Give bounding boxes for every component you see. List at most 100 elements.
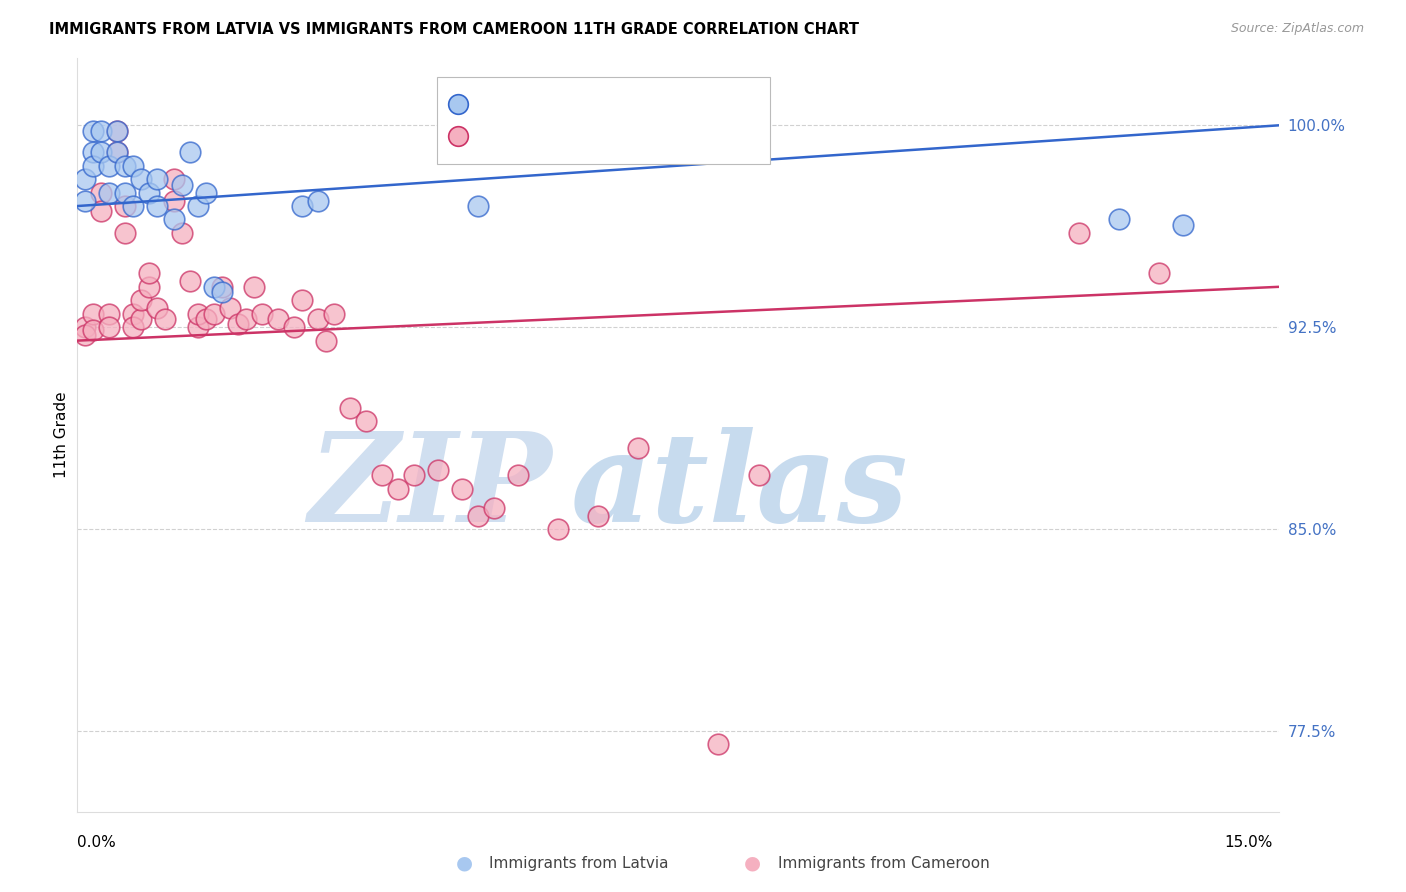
Point bbox=[588, 508, 610, 523]
Point bbox=[1069, 226, 1091, 240]
Point bbox=[387, 482, 409, 496]
Point bbox=[82, 323, 104, 337]
Point bbox=[402, 468, 425, 483]
Point bbox=[226, 318, 249, 332]
Point bbox=[114, 226, 136, 240]
Point bbox=[114, 159, 136, 173]
Point bbox=[194, 186, 217, 200]
Point bbox=[122, 159, 145, 173]
Point bbox=[427, 463, 450, 477]
Text: ●: ● bbox=[456, 854, 472, 873]
Point bbox=[138, 280, 160, 294]
Point bbox=[202, 307, 225, 321]
Point bbox=[82, 145, 104, 160]
Point bbox=[122, 199, 145, 213]
Point bbox=[307, 312, 329, 326]
Point bbox=[283, 320, 305, 334]
Point bbox=[467, 199, 489, 213]
Point bbox=[146, 172, 169, 186]
Y-axis label: 11th Grade: 11th Grade bbox=[53, 392, 69, 478]
Point bbox=[748, 468, 770, 483]
Point bbox=[202, 280, 225, 294]
Point bbox=[627, 442, 650, 456]
Point bbox=[354, 414, 377, 428]
Point bbox=[162, 212, 184, 227]
Point bbox=[482, 500, 505, 515]
Point bbox=[90, 145, 112, 160]
Point bbox=[90, 204, 112, 219]
Point bbox=[107, 123, 129, 137]
Point bbox=[75, 194, 97, 208]
Text: Source: ZipAtlas.com: Source: ZipAtlas.com bbox=[1230, 22, 1364, 36]
Text: 0.0%: 0.0% bbox=[77, 836, 117, 850]
FancyBboxPatch shape bbox=[437, 77, 769, 163]
Point bbox=[98, 307, 121, 321]
Text: IMMIGRANTS FROM LATVIA VS IMMIGRANTS FROM CAMEROON 11TH GRADE CORRELATION CHART: IMMIGRANTS FROM LATVIA VS IMMIGRANTS FRO… bbox=[49, 22, 859, 37]
Text: Immigrants from Latvia: Immigrants from Latvia bbox=[489, 856, 669, 871]
Point bbox=[114, 199, 136, 213]
Point bbox=[467, 508, 489, 523]
Point bbox=[267, 312, 290, 326]
Point bbox=[307, 194, 329, 208]
Point bbox=[146, 199, 169, 213]
Point bbox=[162, 194, 184, 208]
Point bbox=[90, 186, 112, 200]
Point bbox=[138, 266, 160, 280]
Point bbox=[122, 320, 145, 334]
Text: 15.0%: 15.0% bbox=[1225, 836, 1272, 850]
Point bbox=[187, 307, 209, 321]
Point bbox=[82, 123, 104, 137]
Point bbox=[187, 320, 209, 334]
Point bbox=[75, 172, 97, 186]
Point bbox=[315, 334, 337, 348]
Point bbox=[1108, 212, 1130, 227]
Point bbox=[179, 274, 201, 288]
Point bbox=[131, 312, 153, 326]
Point bbox=[547, 522, 569, 536]
Point bbox=[707, 738, 730, 752]
Point bbox=[98, 159, 121, 173]
Point bbox=[322, 307, 344, 321]
Point bbox=[1173, 218, 1195, 232]
Point bbox=[162, 172, 184, 186]
Point bbox=[508, 468, 530, 483]
Point bbox=[291, 199, 314, 213]
Point bbox=[107, 145, 129, 160]
Point bbox=[291, 293, 314, 308]
Point bbox=[155, 312, 177, 326]
Point bbox=[170, 178, 193, 192]
Text: ●: ● bbox=[744, 854, 761, 873]
Point bbox=[218, 301, 240, 316]
Text: R = 0.182   N = 57: R = 0.182 N = 57 bbox=[489, 127, 647, 145]
Point bbox=[138, 186, 160, 200]
Point bbox=[90, 123, 112, 137]
Point bbox=[131, 172, 153, 186]
Point bbox=[250, 307, 273, 321]
Text: ZIP: ZIP bbox=[308, 427, 553, 549]
Point bbox=[339, 401, 361, 415]
Point bbox=[122, 307, 145, 321]
Text: Immigrants from Cameroon: Immigrants from Cameroon bbox=[778, 856, 990, 871]
Text: atlas: atlas bbox=[571, 427, 908, 549]
Point bbox=[371, 468, 394, 483]
Point bbox=[211, 285, 233, 300]
Point bbox=[82, 159, 104, 173]
Point bbox=[131, 293, 153, 308]
Point bbox=[98, 186, 121, 200]
Point bbox=[179, 145, 201, 160]
Point bbox=[107, 123, 129, 137]
Point bbox=[107, 145, 129, 160]
Point bbox=[146, 301, 169, 316]
Point bbox=[451, 482, 474, 496]
Text: R = 0.169   N = 31: R = 0.169 N = 31 bbox=[489, 95, 647, 112]
Point bbox=[211, 280, 233, 294]
Point bbox=[1149, 266, 1171, 280]
Point bbox=[242, 280, 264, 294]
Point bbox=[194, 312, 217, 326]
Point bbox=[98, 320, 121, 334]
Point bbox=[82, 307, 104, 321]
Point bbox=[75, 320, 97, 334]
Point bbox=[75, 328, 97, 343]
Point bbox=[235, 312, 257, 326]
Point bbox=[187, 199, 209, 213]
